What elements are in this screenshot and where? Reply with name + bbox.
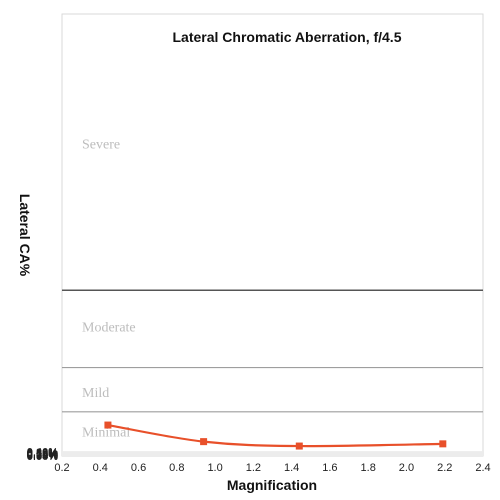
grid [62,451,483,457]
x-tick-label: 1.0 [207,462,222,474]
y-tick-labels: 0.00%0.04%0.08%0.12%0.16%0.20%0.24%0.28%… [27,447,58,463]
x-tick-label: 2.4 [475,462,490,474]
x-tick-label: 0.6 [131,462,146,474]
y-tick-label: 0.16% [27,449,58,461]
x-tick-label: 1.4 [284,462,299,474]
zone-label-minimal: Minimal [82,426,130,441]
data-point [104,421,112,429]
x-tick-label: 2.2 [437,462,452,474]
y-tick-label: 0.20% [27,449,58,461]
y-tick-label: 0.08% [27,450,58,462]
x-tick-label: 0.4 [93,462,108,474]
series-line [107,423,443,448]
y-tick-label: 0.28% [27,448,58,460]
y-tick-label: 0.04% [27,451,58,463]
y-tick-label: 0.32% [27,447,58,459]
zone-lines [62,289,483,413]
chart-title: Lateral Chromatic Aberration, f/4.5 [173,29,402,45]
zone-label-severe: Severe [82,137,120,152]
x-tick-label: 0.8 [169,462,184,474]
x-tick-label: 2.0 [399,462,414,474]
x-tick-label: 1.6 [322,462,337,474]
y-tick-label: 0.12% [27,450,58,462]
plot-area [61,13,484,457]
zone-label-moderate: Moderate [82,321,136,336]
y-tick-label: 0.00% [27,451,58,463]
y-axis-title: Lateral CA% [17,194,33,277]
data-point [295,442,303,450]
x-tick-label: 1.2 [246,462,261,474]
x-tick-labels: 0.2 0.4 0.6 0.8 1.0 1.2 1.4 1.6 1.8 2.0 2.2 2.4 [54,462,490,474]
y-tick-label: 0.36% [27,447,58,459]
zone-label-mild: Mild [82,386,109,401]
y-tick-label: 0.24% [27,448,58,460]
zone-labels: Severe Moderate Mild Minimal [82,137,136,440]
x-tick-label: 0.2 [54,462,69,474]
series [104,421,447,450]
x-tick-label: 1.8 [361,462,376,474]
data-point [439,440,447,448]
data-point [200,438,208,446]
x-axis-title: Magnification [227,477,317,493]
y-tick-label: 0.40% [27,447,58,459]
